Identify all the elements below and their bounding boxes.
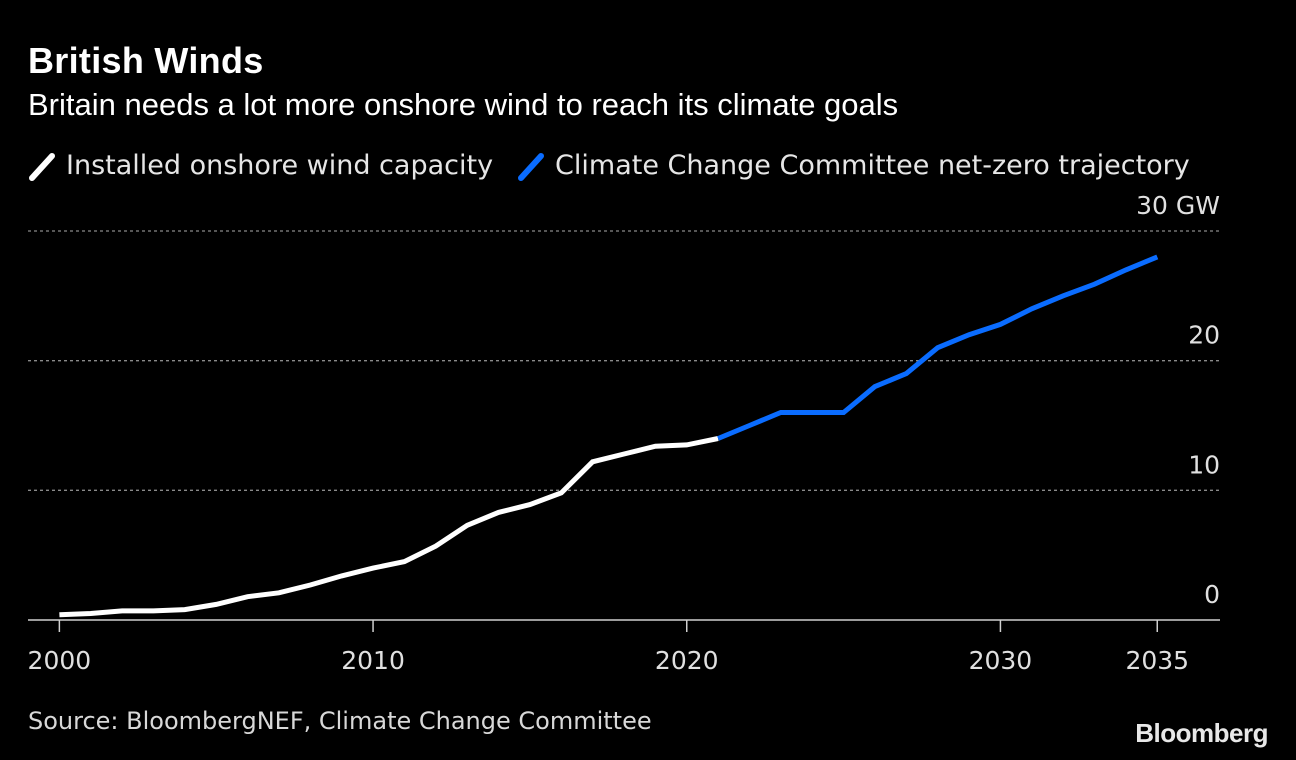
- y-tick-label-0: 0: [1204, 580, 1220, 609]
- y-tick-label-10: 10: [1188, 450, 1220, 479]
- legend: Installed onshore wind capacity Climate …: [28, 150, 1214, 181]
- bloomberg-logo: Bloomberg: [1135, 718, 1268, 748]
- axis-layer: [28, 619, 1220, 632]
- source-note: Source: BloombergNEF, Climate Change Com…: [28, 707, 652, 735]
- grid-layer: [28, 230, 1220, 491]
- legend-item-trajectory: Climate Change Committee net-zero trajec…: [517, 150, 1190, 181]
- series-layer: [59, 254, 1159, 618]
- chart-subtitle: Britain needs a lot more onshore wind to…: [28, 87, 899, 122]
- chart-title: British Winds: [28, 40, 264, 81]
- legend-label-trajectory: Climate Change Committee net-zero trajec…: [555, 150, 1190, 181]
- series-line-trajectory: [717, 254, 1159, 441]
- legend-swatch-installed: [29, 152, 55, 181]
- x-tick-label-2010: 2010: [341, 646, 405, 675]
- legend-label-installed: Installed onshore wind capacity: [66, 150, 494, 181]
- label-layer: 0 10 20 30 GW 2000 2010 2020 2030 2035: [28, 191, 1220, 675]
- x-tick-label-2020: 2020: [655, 646, 719, 675]
- x-tick-label-2030: 2030: [969, 646, 1033, 675]
- legend-item-installed: Installed onshore wind capacity: [28, 150, 493, 181]
- x-tick-label-2000: 2000: [28, 646, 92, 675]
- x-tick-label-2035: 2035: [1125, 646, 1189, 675]
- series-line-installed: [59, 436, 719, 618]
- y-tick-label-20: 20: [1188, 321, 1220, 350]
- legend-swatch-trajectory: [518, 152, 545, 181]
- y-tick-label-30: 30 GW: [1136, 191, 1220, 220]
